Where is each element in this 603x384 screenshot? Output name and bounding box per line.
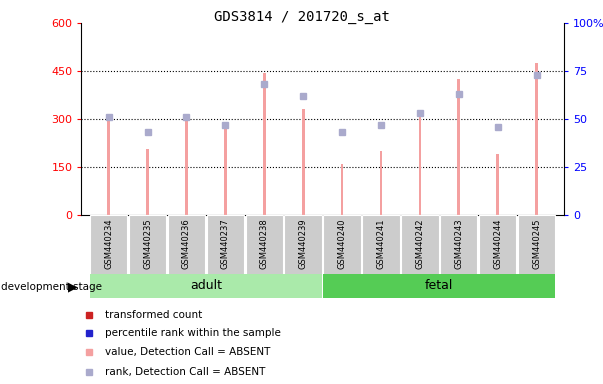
Bar [440,215,478,275]
Bar [418,114,421,215]
Bar [207,215,244,275]
Bar [458,79,460,215]
Bar [341,164,344,215]
Text: GSM440241: GSM440241 [376,218,385,268]
Bar [362,215,400,275]
Bar [129,215,166,275]
Text: ▶: ▶ [68,281,77,294]
Bar [518,215,555,275]
Text: GSM440234: GSM440234 [104,218,113,269]
Bar [302,109,305,215]
Bar [263,73,265,215]
Text: fetal: fetal [425,279,453,292]
Bar [185,116,188,215]
Text: GSM440239: GSM440239 [298,218,308,269]
Bar [168,215,205,275]
Text: GSM440245: GSM440245 [532,218,541,268]
Bar [107,116,110,215]
Text: rank, Detection Call = ABSENT: rank, Detection Call = ABSENT [105,367,265,377]
Text: GSM440243: GSM440243 [454,218,463,269]
Bar [496,154,499,215]
Bar [323,215,361,275]
Bar [245,215,283,275]
Text: GSM440235: GSM440235 [143,218,152,269]
Bar [323,274,555,298]
Text: GSM440237: GSM440237 [221,218,230,269]
Text: development stage: development stage [1,282,102,292]
Bar [285,215,322,275]
Text: GSM440242: GSM440242 [415,218,425,268]
Text: adult: adult [190,279,222,292]
Text: GSM440244: GSM440244 [493,218,502,268]
Text: transformed count: transformed count [105,310,202,320]
Bar [535,63,538,215]
Text: GSM440236: GSM440236 [182,218,191,269]
Bar [401,215,438,275]
Text: value, Detection Call = ABSENT: value, Detection Call = ABSENT [105,347,270,357]
Bar [90,215,127,275]
Text: GDS3814 / 201720_s_at: GDS3814 / 201720_s_at [213,10,390,23]
Bar [380,151,382,215]
Bar [146,149,149,215]
Text: GSM440240: GSM440240 [338,218,347,268]
Bar [479,215,516,275]
Bar [224,124,227,215]
Text: percentile rank within the sample: percentile rank within the sample [105,328,281,338]
Bar [90,274,322,298]
Text: GSM440238: GSM440238 [260,218,269,269]
